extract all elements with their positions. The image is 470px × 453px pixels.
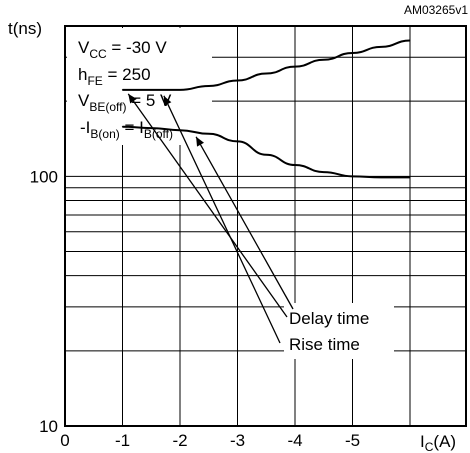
rise-time-arrow-upper-line: [195, 136, 294, 310]
x-tick-label: -4: [287, 431, 302, 450]
x-tick-label: -1: [115, 431, 130, 450]
delay-time-arrow-head: [128, 93, 137, 104]
data-point-delay-time: [179, 89, 181, 91]
condition-vcc-main: V: [78, 38, 90, 57]
plot-frame: [64, 25, 467, 427]
grid: [65, 26, 466, 426]
condition-vcc-sub: CC: [89, 47, 107, 61]
data-point-rise-time: [351, 175, 354, 177]
condition-vbe-main: V: [78, 91, 90, 110]
data-point-rise-time: [208, 133, 210, 135]
data-point-delay-time: [323, 59, 325, 61]
x-axis-label-sub: C: [425, 440, 434, 453]
y-axis-label: t(ns): [8, 19, 42, 38]
condition-vcc: VCC = -30 V: [78, 38, 167, 61]
data-point-delay-time: [121, 89, 124, 91]
annotation-delay-time: Delay time: [289, 309, 369, 328]
data-point-delay-time: [380, 46, 382, 48]
annotation-arrows: [127, 93, 294, 344]
data-point-rise-time: [294, 164, 296, 166]
conditions-box: VCC = -30 V hFE = 250 VBE(off) = 5 V -IB…: [67, 28, 212, 145]
condition-hfe-sub: FE: [87, 74, 102, 88]
data-point-delay-time: [150, 89, 152, 91]
y-tick-label: 10: [39, 417, 58, 436]
condition-vbe-sub: BE(off): [89, 100, 126, 114]
y-tick-label: 100: [30, 167, 58, 186]
annotation-background: [284, 303, 394, 359]
conditions-background: [67, 28, 212, 145]
data-point-delay-time: [409, 39, 411, 42]
condition-vbe-rest: = 5 V: [126, 91, 172, 110]
x-tick-label: -2: [172, 431, 187, 450]
series-group: [121, 39, 411, 179]
condition-hfe-rest: = 250: [103, 65, 151, 84]
condition-hfe: hFE = 250: [78, 65, 151, 88]
x-tick-label: -3: [230, 431, 245, 450]
x-tick-label: -5: [345, 431, 360, 450]
condition-vcc-rest: = -30 V: [107, 38, 168, 57]
delay-time-arrow-line: [127, 93, 288, 318]
data-point-rise-time: [121, 126, 124, 128]
data-point-delay-time: [236, 79, 239, 82]
data-point-delay-time: [208, 85, 210, 87]
data-point-delay-time: [351, 52, 354, 54]
condition-ib-sub2: B(off): [144, 127, 173, 141]
data-point-rise-time: [150, 127, 152, 129]
data-point-rise-time: [409, 176, 411, 179]
x-axis-label: IC(A): [420, 432, 456, 453]
data-point-rise-time: [236, 140, 239, 142]
data-point-delay-time: [294, 66, 296, 68]
rise-time-arrow-upper-head: [196, 136, 204, 147]
data-point-rise-time: [265, 154, 267, 156]
delay-time-arrow-lower-head: [163, 95, 172, 106]
x-tick-label: 0: [60, 431, 69, 450]
x-axis-label-unit: (A): [433, 432, 456, 451]
tick-labels: 0 -1 -2 -3 -4 -5 10 100: [30, 167, 360, 450]
data-point-delay-time: [265, 72, 267, 75]
condition-vbe: VBE(off) = 5 V: [78, 91, 172, 114]
data-point-rise-time: [323, 171, 325, 173]
delay-time-arrow-lower-line: [163, 95, 281, 344]
condition-ib-sub: B(on): [90, 127, 119, 141]
data-point-rise-time: [380, 176, 382, 179]
annotation-rise-time: Rise time: [289, 335, 360, 354]
figure-code: AM03265v1: [404, 3, 468, 17]
condition-ib-main: -I: [80, 118, 90, 137]
x-axis-label-main: I: [420, 432, 425, 451]
condition-hfe-main: h: [78, 65, 87, 84]
